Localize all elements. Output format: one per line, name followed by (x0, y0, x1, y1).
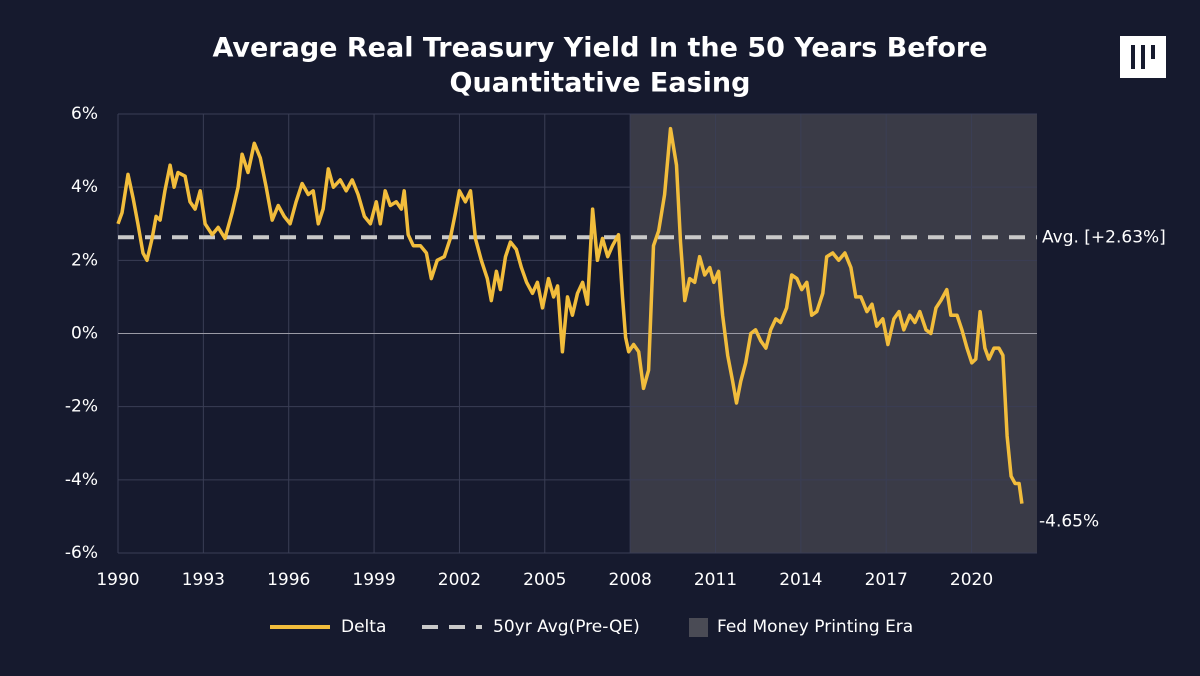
y-tick-label: 4% (71, 177, 98, 197)
x-tick-label: 1993 (182, 570, 225, 590)
logo (1120, 36, 1166, 78)
series-line (116, 126, 1024, 504)
x-tick-label: 2011 (694, 570, 737, 590)
y-tick-label: 2% (71, 250, 98, 270)
x-tick-label: 1999 (352, 570, 395, 590)
y-tick-label: 6% (71, 104, 98, 124)
end-label: -4.65% (1039, 512, 1099, 532)
x-tick-label: 2008 (609, 570, 652, 590)
x-tick-label: 2017 (865, 570, 908, 590)
x-tick-label: 2002 (438, 570, 481, 590)
x-tick-label: 2005 (523, 570, 566, 590)
y-tick-label: -4% (65, 470, 98, 490)
legend-label: Fed Money Printing Era (717, 617, 913, 637)
legend-swatch (689, 618, 708, 637)
legend-label: 50yr Avg(Pre-QE) (493, 617, 640, 637)
logo-bar (1141, 45, 1145, 69)
logo-bar (1151, 45, 1155, 59)
average-label: Avg. [+2.63%] (1042, 227, 1166, 247)
x-tick-label: 2014 (779, 570, 822, 590)
y-tick-label: -2% (65, 397, 98, 417)
x-tick-label: 1996 (267, 570, 310, 590)
x-tick-label: 2020 (950, 570, 993, 590)
x-tick-label: 1990 (96, 570, 139, 590)
legend-label: Delta (341, 617, 386, 637)
chart-title: Average Real Treasury Yield In the 50 Ye… (212, 33, 987, 64)
chart-title: Quantitative Easing (450, 68, 751, 99)
logo-bar (1131, 45, 1135, 69)
y-tick-label: 0% (71, 324, 98, 344)
y-tick-label: -6% (65, 543, 98, 563)
